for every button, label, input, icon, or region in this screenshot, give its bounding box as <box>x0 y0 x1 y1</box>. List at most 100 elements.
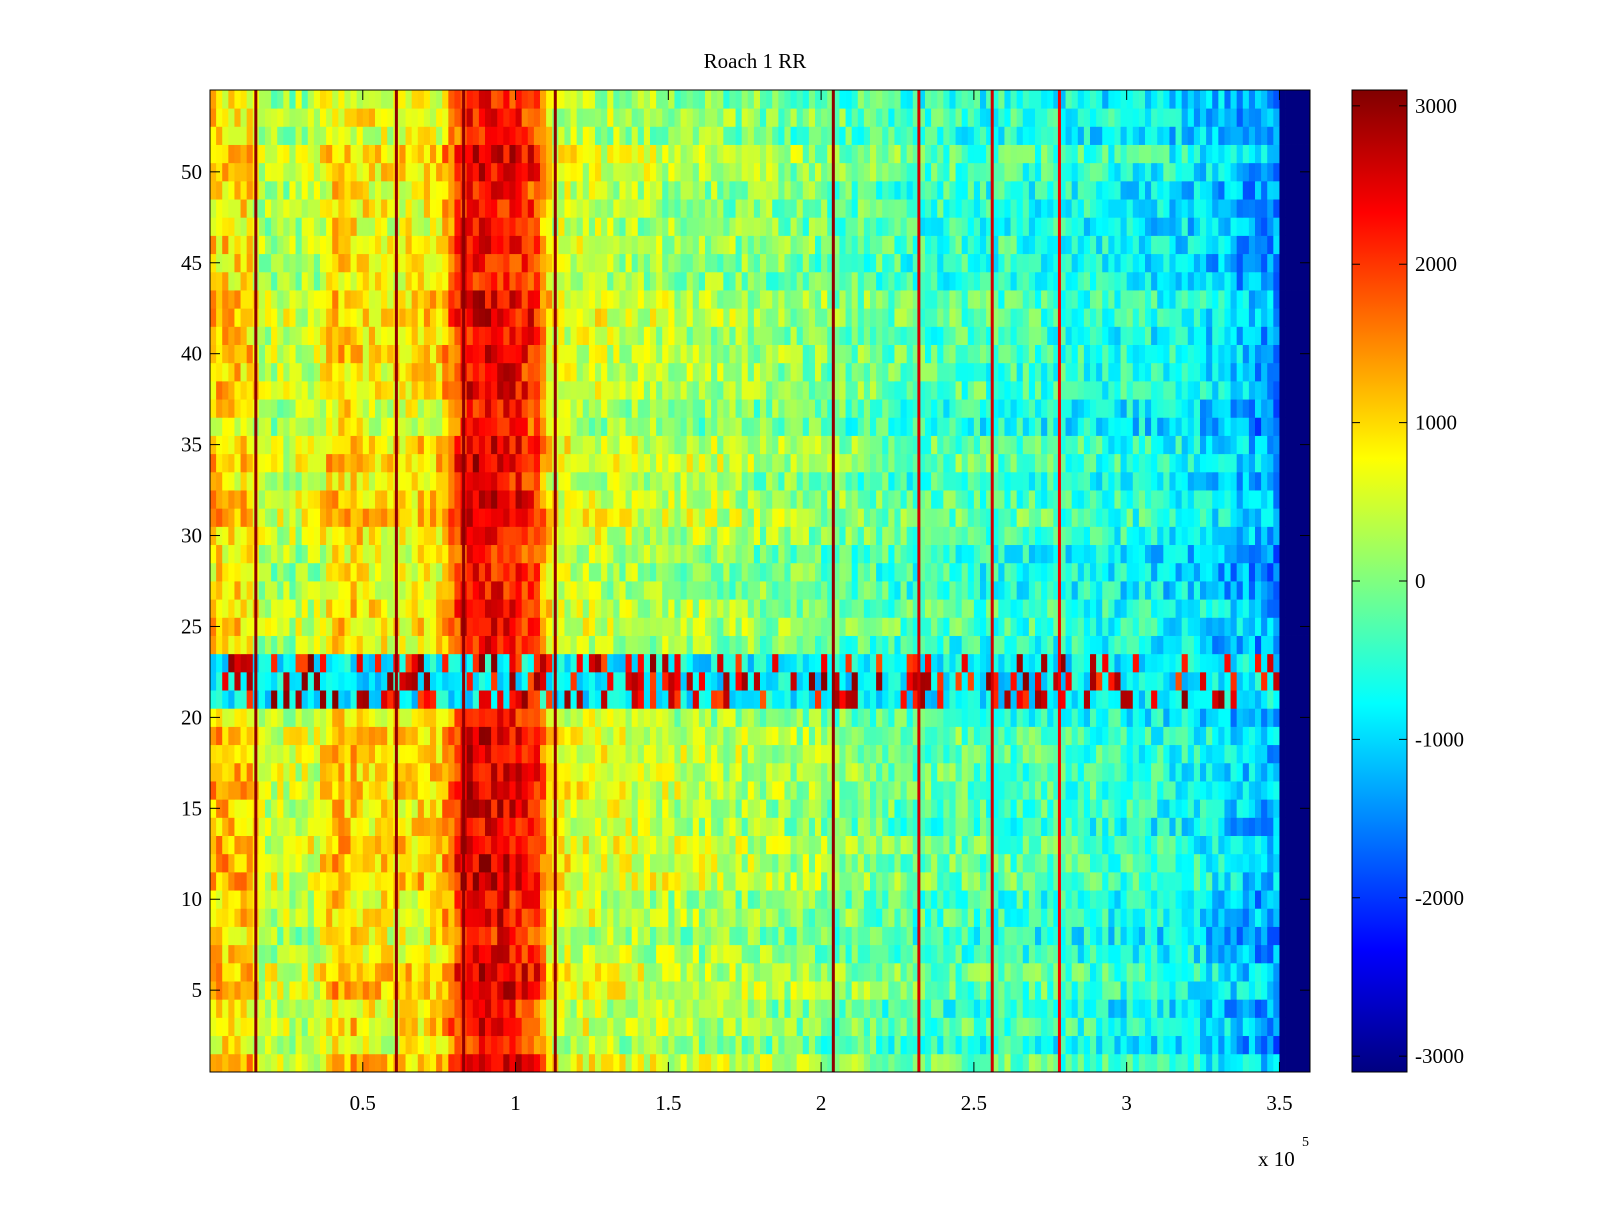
heatmap-cell <box>222 744 229 764</box>
heatmap-cell <box>949 871 956 891</box>
heatmap-cell <box>466 981 474 1000</box>
heatmap-cell <box>973 617 981 636</box>
heatmap-cell <box>289 726 296 746</box>
heatmap-cell <box>356 926 364 946</box>
heatmap-cell <box>1010 1035 1018 1055</box>
heatmap-cell <box>246 981 254 1000</box>
heatmap-cell <box>1273 781 1280 800</box>
heatmap-cell <box>1261 653 1268 673</box>
heatmap-cell <box>326 617 333 636</box>
heatmap-cell <box>656 871 663 891</box>
heatmap-cell <box>1248 617 1256 636</box>
heatmap-cell <box>1218 1035 1225 1055</box>
heatmap-cell <box>650 653 657 673</box>
heatmap-cell <box>1053 762 1060 782</box>
heatmap-cell <box>1071 653 1079 673</box>
heatmap-cell <box>802 653 810 673</box>
heatmap-cell <box>650 835 657 855</box>
heatmap-cell <box>943 926 950 946</box>
heatmap-cell <box>1187 781 1195 800</box>
heatmap-cell <box>491 853 498 873</box>
heatmap-cell <box>527 817 535 836</box>
heatmap-cell <box>295 1053 303 1072</box>
heatmap-cell <box>790 835 798 855</box>
heatmap-cell <box>326 690 333 709</box>
heatmap-cell <box>851 581 859 600</box>
heatmap-cell <box>1285 1053 1293 1072</box>
heatmap-cell <box>533 890 541 909</box>
heatmap-cell <box>967 690 975 709</box>
heatmap-cell <box>1004 762 1011 782</box>
heatmap-cell <box>521 762 529 782</box>
heatmap-cell <box>356 581 364 600</box>
heatmap-cell <box>790 908 798 927</box>
heatmap-cell <box>760 726 767 746</box>
heatmap-cell <box>784 726 791 746</box>
heatmap-cell <box>692 671 700 691</box>
heatmap-cell <box>1114 944 1121 964</box>
heatmap-cell <box>1291 962 1299 982</box>
heatmap-cell <box>643 726 651 746</box>
heatmap-cell <box>1132 853 1140 873</box>
heatmap-cell <box>894 581 901 600</box>
heatmap-cell <box>430 853 437 873</box>
heatmap-cell <box>1010 762 1018 782</box>
heatmap-cell <box>1187 653 1195 673</box>
heatmap-cell <box>271 690 278 709</box>
heatmap-cell <box>900 708 908 727</box>
heatmap-cell <box>326 817 333 836</box>
heatmap-cell <box>1224 926 1231 946</box>
heatmap-cell <box>1096 708 1103 727</box>
heatmap-cell <box>1047 599 1054 618</box>
heatmap-cell <box>222 690 229 709</box>
heatmap-cell <box>1157 1035 1164 1055</box>
heatmap-cell <box>1285 871 1293 891</box>
heatmap-cell <box>674 1035 681 1055</box>
heatmap-cell <box>729 671 736 691</box>
heatmap-cell <box>228 635 235 655</box>
heatmap-cell <box>643 981 651 1000</box>
heatmap-cell <box>313 581 321 600</box>
heatmap-cell <box>1028 690 1036 709</box>
heatmap-cell <box>320 944 327 964</box>
heatmap-cell <box>876 726 883 746</box>
heatmap-cell <box>741 744 749 764</box>
heatmap-cell <box>1163 690 1170 709</box>
heatmap-cell <box>643 999 651 1018</box>
heatmap-cell <box>1285 690 1293 709</box>
heatmap-cell <box>1200 690 1207 709</box>
heatmap-cell <box>778 562 785 582</box>
heatmap-cell <box>387 1053 394 1072</box>
heatmap-cell <box>937 835 944 855</box>
heatmap-cell <box>1022 653 1030 673</box>
heatmap-cell <box>320 871 327 891</box>
heatmap-cell <box>973 944 981 964</box>
heatmap-cell <box>1242 981 1250 1000</box>
heatmap-cell <box>937 708 944 727</box>
heatmap-cell <box>931 635 938 655</box>
heatmap-cell <box>772 908 779 927</box>
heatmap-cell <box>1114 962 1121 982</box>
heatmap-cell <box>497 890 504 909</box>
heatmap-cell <box>417 871 425 891</box>
heatmap-cell <box>222 944 229 964</box>
heatmap-cell <box>692 599 700 618</box>
heatmap-cell <box>1071 744 1079 764</box>
heatmap-cell <box>766 690 773 709</box>
heatmap-cell <box>992 781 999 800</box>
heatmap-cell <box>607 871 614 891</box>
heatmap-cell <box>1010 908 1018 927</box>
heatmap-cell <box>802 781 810 800</box>
heatmap-cell <box>423 999 431 1018</box>
heatmap-cell <box>937 744 944 764</box>
heatmap-cell <box>503 926 510 946</box>
heatmap-cell <box>1200 962 1207 982</box>
heatmap-cell <box>1047 708 1054 727</box>
heatmap-cell <box>454 962 461 982</box>
heatmap-cell <box>1175 653 1183 673</box>
heatmap-cell <box>576 762 584 782</box>
heatmap-cell <box>533 581 541 600</box>
heatmap-cell <box>692 690 700 709</box>
heatmap-cell <box>478 744 486 764</box>
heatmap-cell <box>338 1035 345 1055</box>
